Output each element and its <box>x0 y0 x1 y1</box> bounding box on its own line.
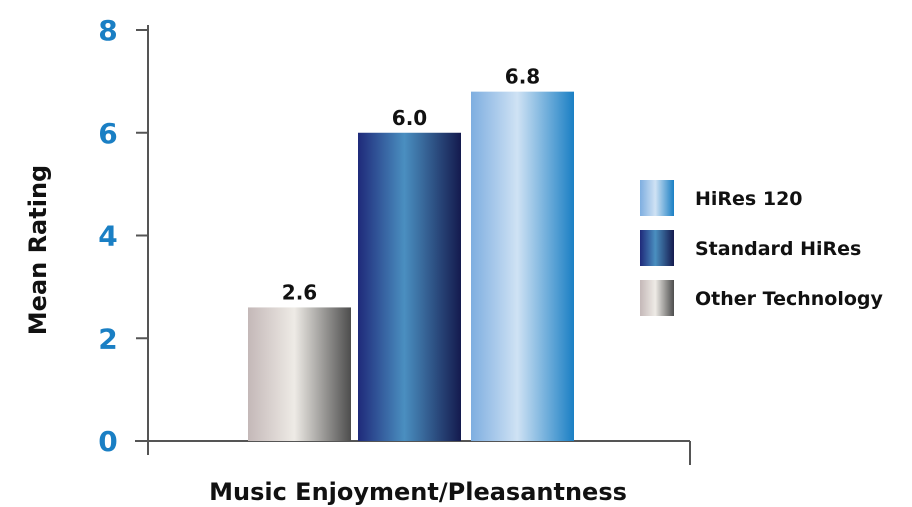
bars <box>248 91 574 442</box>
x-axis-title: Music Enjoyment/Pleasantness <box>209 478 627 506</box>
legend-swatch <box>640 280 674 316</box>
legend-swatch <box>640 180 674 216</box>
data-label: 6.8 <box>505 65 540 89</box>
legend-swatch <box>640 230 674 266</box>
bar-hires-120 <box>471 91 574 442</box>
data-label: 6.0 <box>392 106 427 130</box>
legend-label: Other Technology <box>695 288 883 310</box>
legend-label: Standard HiRes <box>695 238 861 260</box>
bar-standard-hires <box>358 132 461 441</box>
legend-label: HiRes 120 <box>695 188 803 210</box>
data-label: 2.6 <box>282 280 317 304</box>
y-tick-label: 4 <box>98 220 117 253</box>
y-tick-marks <box>136 29 148 442</box>
y-tick-label: 8 <box>98 14 117 47</box>
legend: HiRes 120 Standard HiRes Other Technology <box>640 180 883 316</box>
y-axis-title: Mean Rating <box>24 165 52 335</box>
data-labels: 2.6 6.0 6.8 <box>282 65 540 305</box>
bar-other-technology <box>248 307 351 441</box>
y-tick-label: 2 <box>98 322 117 355</box>
y-tick-label: 0 <box>98 425 117 458</box>
y-tick-labels: 0 2 4 6 8 <box>98 14 117 458</box>
y-tick-label: 6 <box>98 117 117 150</box>
